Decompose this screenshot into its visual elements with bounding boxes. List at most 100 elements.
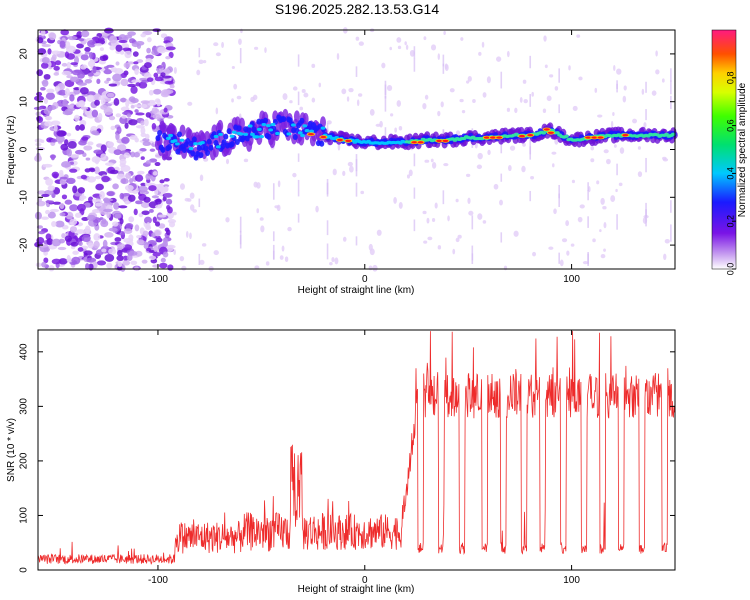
spectrogram-cell bbox=[386, 85, 393, 91]
spectrogram-cell bbox=[145, 173, 152, 181]
spectrogram-cell bbox=[50, 154, 55, 161]
spectrogram-cell bbox=[493, 183, 499, 190]
spectrogram-cell bbox=[94, 166, 100, 175]
spectrogram-cell bbox=[100, 104, 108, 110]
spectrogram-cell bbox=[215, 52, 221, 57]
spectrogram-cell bbox=[592, 238, 596, 243]
spectrogram-cell bbox=[499, 199, 503, 206]
spectrogram-streak bbox=[326, 220, 329, 236]
spectrogram-cell bbox=[146, 37, 152, 43]
spectrogram-cell bbox=[103, 69, 113, 75]
spectrogram-cell bbox=[571, 179, 576, 184]
spectrogram-cell bbox=[78, 197, 85, 202]
spectrogram-cell bbox=[199, 259, 205, 265]
spectrogram-cell bbox=[125, 223, 134, 229]
spectrogram-streak bbox=[355, 236, 358, 246]
spectrogram-cell bbox=[62, 99, 68, 107]
spectrogram-ridge-bright bbox=[188, 147, 194, 151]
spectrogram-cell bbox=[97, 112, 103, 121]
spectrogram-cell bbox=[75, 124, 81, 131]
spectrogram-cell bbox=[114, 237, 122, 242]
spectrogram-cell bbox=[45, 200, 55, 204]
spectrogram-cell bbox=[80, 174, 87, 180]
spectrogram-hotspot bbox=[597, 136, 604, 139]
spectrogram-cell bbox=[594, 87, 598, 93]
spectrogram-cell bbox=[36, 69, 43, 77]
spectrogram-cell bbox=[173, 249, 177, 255]
spectrogram-cell bbox=[92, 65, 97, 74]
spectrogram-streak bbox=[384, 95, 387, 112]
spectrogram-cell bbox=[44, 189, 54, 196]
spectrogram-cell bbox=[256, 182, 261, 189]
spectrogram-cell bbox=[334, 257, 339, 265]
spectrogram-cell bbox=[202, 59, 207, 64]
spectrogram-streak bbox=[355, 66, 358, 77]
spectrogram-cell bbox=[181, 265, 187, 271]
spectrogram-cell bbox=[231, 65, 235, 69]
spectrogram-cell bbox=[398, 201, 403, 209]
spectrogram-cell bbox=[145, 133, 150, 140]
spectrogram-cell bbox=[318, 82, 322, 88]
spectrogram-cell bbox=[66, 177, 76, 185]
spectrogram-cell bbox=[655, 50, 658, 57]
spectrogram-cell bbox=[84, 78, 93, 84]
spectrogram-cell bbox=[100, 144, 107, 153]
spectrogram-cell bbox=[590, 146, 595, 151]
spectrogram-cell bbox=[116, 243, 126, 249]
spectrogram-streak bbox=[413, 219, 416, 232]
spectrogram-cell bbox=[130, 85, 138, 94]
spectrogram-cell bbox=[115, 132, 120, 141]
snr-series-line bbox=[37, 331, 676, 565]
spectrogram-cell bbox=[165, 156, 173, 161]
spectrogram-cell bbox=[119, 218, 124, 225]
spectrogram-ridge-bright bbox=[229, 134, 235, 138]
spectrogram-cell bbox=[40, 86, 46, 91]
spectrogram-cell bbox=[265, 261, 270, 266]
spectrogram-cell bbox=[99, 55, 108, 62]
spectrogram-cell bbox=[66, 148, 72, 157]
spectrogram-cell bbox=[41, 44, 51, 48]
spectrogram-cell bbox=[89, 168, 96, 173]
spectrogram-cell bbox=[35, 262, 42, 268]
spectrogram-cell bbox=[661, 78, 665, 83]
spectrogram-streak bbox=[297, 179, 300, 197]
spectrogram-ridge-bright bbox=[165, 136, 171, 141]
spectrogram-cell bbox=[120, 78, 129, 87]
spectrogram-cell bbox=[145, 112, 152, 118]
spectrogram-cell bbox=[135, 200, 143, 205]
spectrogram-cell bbox=[590, 158, 595, 163]
spectrogram-streak bbox=[587, 190, 589, 201]
spectrogram-cell bbox=[610, 120, 614, 128]
spectrogram-cell bbox=[69, 226, 78, 233]
spectrogram-cell bbox=[554, 86, 559, 91]
spectrogram-cell bbox=[134, 137, 139, 143]
spectrogram-cell bbox=[36, 91, 43, 97]
spectrogram-cell bbox=[303, 92, 309, 98]
spectrogram-cell bbox=[152, 113, 162, 120]
spectrogram-ridge-halo bbox=[217, 119, 224, 132]
spectrogram-ridge-bright bbox=[172, 139, 178, 143]
spectrogram-cell bbox=[641, 88, 645, 95]
spectrogram-ridge-bright bbox=[238, 132, 244, 136]
spectrogram-cell bbox=[398, 125, 403, 131]
spectrogram-cell bbox=[149, 148, 156, 152]
spectrogram-ridge-core bbox=[198, 152, 204, 159]
spectrogram-streak bbox=[413, 46, 416, 60]
spectrogram-cell bbox=[106, 262, 113, 269]
spectrogram-cell bbox=[135, 112, 145, 116]
spectrogram-x-tick-label: -100 bbox=[148, 274, 168, 285]
spectrogram-streak bbox=[645, 109, 647, 121]
spectrogram-cell bbox=[116, 126, 122, 135]
spectrogram-cell bbox=[215, 107, 219, 115]
spectrogram-cell bbox=[77, 82, 87, 86]
spectrogram-cell bbox=[356, 99, 360, 107]
spectrogram-ridge-core bbox=[203, 145, 209, 152]
snr-frame bbox=[37, 329, 676, 571]
colorbar-scale bbox=[711, 29, 737, 270]
spectrogram-cell bbox=[142, 141, 151, 147]
spectrogram-cell bbox=[141, 210, 150, 216]
spectrogram-cell bbox=[477, 152, 483, 160]
spectrogram-ridge-halo bbox=[160, 122, 167, 135]
spectrogram-cell bbox=[113, 98, 120, 106]
spectrogram-cell bbox=[467, 197, 471, 204]
